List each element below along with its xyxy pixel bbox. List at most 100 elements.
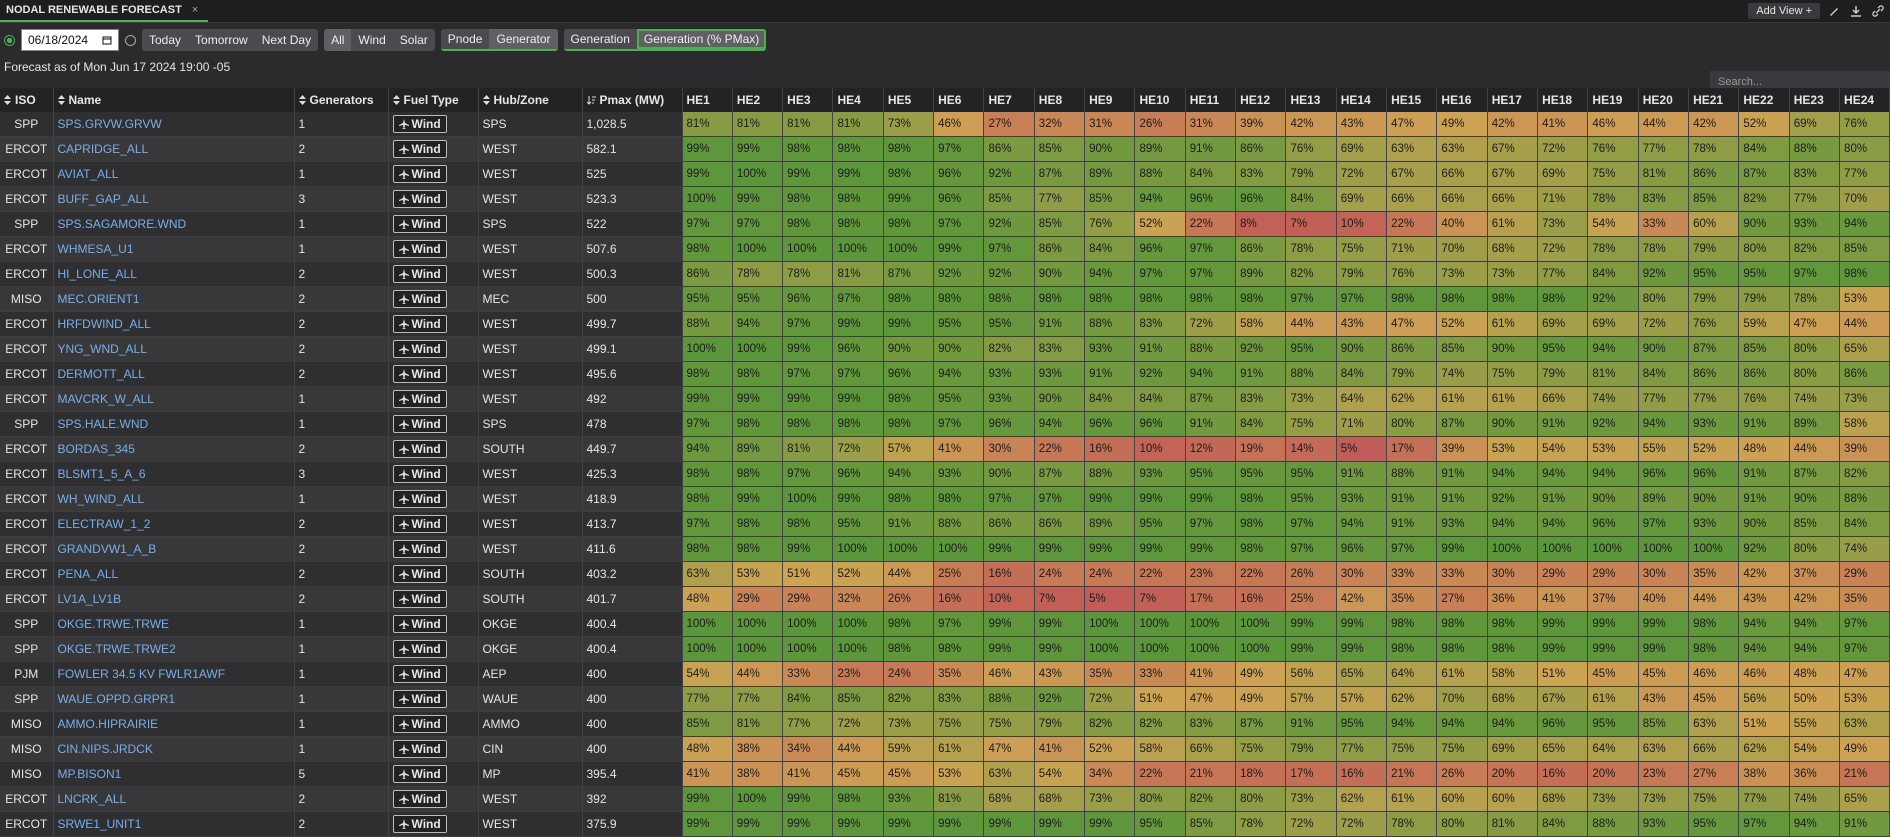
table-row[interactable]: MISO MEC.ORIENT1 2 Wind MEC 500 95% 95% 96% 97% 98… xyxy=(0,286,1890,312)
add-view-button[interactable]: Add View + xyxy=(1748,3,1820,19)
table-row[interactable]: ERCOT PENA_ALL 2 Wind SOUTH 403.2 63% 53% 51% 52%… xyxy=(0,561,1890,587)
generator-name[interactable]: AVIAT_ALL xyxy=(53,161,295,187)
generator-name[interactable]: MAVCRK_W_ALL xyxy=(53,386,295,412)
toggle-button[interactable]: Generator xyxy=(489,29,558,49)
column-header[interactable]: HE4 xyxy=(832,88,884,112)
generator-name[interactable]: PENA_ALL xyxy=(53,561,295,587)
generator-name[interactable]: HI_LONE_ALL xyxy=(53,261,295,287)
column-header[interactable]: HE12 xyxy=(1235,88,1287,112)
column-header[interactable]: Pmax (MW) xyxy=(582,88,683,112)
generator-name[interactable]: MP.BISON1 xyxy=(53,761,295,787)
column-header[interactable]: HE1 xyxy=(682,88,733,112)
table-row[interactable]: ERCOT CAPRIDGE_ALL 2 Wind WEST 582.1 99% 99% 98%… xyxy=(0,136,1890,162)
generator-name[interactable]: HRFDWIND_ALL xyxy=(53,311,295,337)
column-header[interactable]: HE22 xyxy=(1738,88,1790,112)
search-box[interactable]: Search... xyxy=(1710,71,1890,93)
table-row[interactable]: ERCOT HI_LONE_ALL 2 Wind WEST 500.3 86% 78% 78% 8… xyxy=(0,261,1890,287)
link-icon[interactable] xyxy=(1872,5,1884,17)
column-header[interactable]: HE23 xyxy=(1789,88,1841,112)
table-row[interactable]: MISO MP.BISON1 5 Wind MP 395.4 41% 38% 41% 45% 45%… xyxy=(0,761,1890,787)
generator-name[interactable]: OKGE.TRWE.TRWE2 xyxy=(53,636,295,662)
column-header[interactable]: HE21 xyxy=(1688,88,1740,112)
generator-name[interactable]: YNG_WND_ALL xyxy=(53,336,295,362)
column-header[interactable]: HE13 xyxy=(1285,88,1337,112)
generator-name[interactable]: WHMESA_U1 xyxy=(53,236,295,262)
generator-name[interactable]: ELECTRAW_1_2 xyxy=(53,511,295,537)
column-header[interactable]: HE15 xyxy=(1386,88,1438,112)
table-row[interactable]: SPP SPS.GRVW.GRVW 1 Wind SPS 1,028.5 81% 81% 81%… xyxy=(0,112,1890,137)
column-header[interactable]: HE2 xyxy=(732,88,784,112)
table-row[interactable]: MISO AMMO.HIPRAIRIE 1 Wind AMMO 400 85% 81% 77% 7… xyxy=(0,711,1890,737)
generator-name[interactable]: BORDAS_345 xyxy=(53,436,295,462)
table-row[interactable]: ERCOT YNG_WND_ALL 2 Wind WEST 499.1 100% 100% 99… xyxy=(0,336,1890,362)
toggle-button[interactable]: Wind xyxy=(358,33,386,47)
generator-name[interactable]: SPS.HALE.WND xyxy=(53,411,295,437)
generator-name[interactable]: GRANDVW1_A_B xyxy=(53,536,295,562)
generator-name[interactable]: DERMOTT_ALL xyxy=(53,361,295,387)
toggle-button[interactable]: Solar xyxy=(399,33,428,47)
date-input[interactable]: 06/18/2024 xyxy=(21,29,119,51)
column-header[interactable]: HE11 xyxy=(1185,88,1237,112)
date-radio[interactable] xyxy=(4,34,15,46)
generator-name[interactable]: CIN.NIPS.JRDCK xyxy=(53,736,295,762)
generator-name[interactable]: AMMO.HIPRAIRIE xyxy=(53,711,295,737)
generator-name[interactable]: FOWLER 34.5 KV FWLR1AWF xyxy=(53,661,295,687)
generator-name[interactable]: OKGE.TRWE.TRWE xyxy=(53,611,295,637)
toggle-button[interactable]: All xyxy=(324,29,352,51)
column-header[interactable]: HE7 xyxy=(983,88,1035,112)
generator-name[interactable]: LNCRK_ALL xyxy=(53,786,295,812)
table-row[interactable]: ERCOT WH_WIND_ALL 1 Wind WEST 418.9 98% 99% 100%… xyxy=(0,486,1890,512)
column-header[interactable]: HE20 xyxy=(1638,88,1690,112)
table-row[interactable]: SPP SPS.SAGAMORE.WND 1 Wind SPS 522 97% 97% 98% 9… xyxy=(0,211,1890,237)
generator-name[interactable]: BLSMT1_5_A_6 xyxy=(53,461,295,487)
view-tab[interactable]: NODAL RENEWABLE FORECAST × xyxy=(0,0,209,22)
table-row[interactable]: ERCOT WHMESA_U1 1 Wind WEST 507.6 98% 100% 100% 1… xyxy=(0,236,1890,262)
table-row[interactable]: ERCOT ELECTRAW_1_2 2 Wind WEST 413.7 97% 98% 98%… xyxy=(0,511,1890,537)
column-header[interactable]: Fuel Type xyxy=(388,88,479,112)
column-header[interactable]: HE18 xyxy=(1537,88,1589,112)
toggle-button[interactable]: Next Day xyxy=(261,33,312,47)
column-header[interactable]: Name xyxy=(53,88,295,112)
column-header[interactable]: HE24 xyxy=(1839,88,1890,112)
table-row[interactable]: SPP OKGE.TRWE.TRWE2 1 Wind OKGE 400.4 100% 100%… xyxy=(0,636,1890,662)
column-header[interactable]: ISO xyxy=(0,88,54,112)
table-row[interactable]: ERCOT HRFDWIND_ALL 2 Wind WEST 499.7 88% 94% 97%… xyxy=(0,311,1890,337)
column-header[interactable]: HE8 xyxy=(1034,88,1086,112)
toggle-button[interactable]: Generation (% PMax) xyxy=(636,29,767,49)
day-radio[interactable] xyxy=(125,34,136,46)
close-icon[interactable]: × xyxy=(191,4,199,16)
table-row[interactable]: ERCOT SRWE1_UNIT1 2 Wind WEST 375.9 99% 99% 99% 9… xyxy=(0,811,1890,837)
table-row[interactable]: ERCOT MAVCRK_W_ALL 1 Wind WEST 492 99% 99% 99% 99… xyxy=(0,386,1890,412)
generator-name[interactable]: SRWE1_UNIT1 xyxy=(53,811,295,837)
table-row[interactable]: ERCOT AVIAT_ALL 1 Wind WEST 525 99% 100% 99% 99% 9… xyxy=(0,161,1890,187)
toggle-button[interactable]: Generation xyxy=(570,32,630,46)
toggle-button[interactable]: Pnode xyxy=(447,32,483,46)
column-header[interactable]: HE9 xyxy=(1084,88,1136,112)
table-row[interactable]: SPP WAUE.OPPD.GRPR1 1 Wind WAUE 400 77% 77% 84% 8… xyxy=(0,686,1890,712)
table-row[interactable]: ERCOT LNCRK_ALL 2 Wind WEST 392 99% 100% 99% 98% 9… xyxy=(0,786,1890,812)
column-header[interactable]: HE16 xyxy=(1436,88,1488,112)
generator-name[interactable]: SPS.GRVW.GRVW xyxy=(53,112,295,137)
column-header[interactable]: HE19 xyxy=(1587,88,1639,112)
column-header[interactable]: HE10 xyxy=(1134,88,1186,112)
table-row[interactable]: ERCOT BUFF_GAP_ALL 3 Wind WEST 523.3 100% 99% 98… xyxy=(0,186,1890,212)
generator-name[interactable]: WAUE.OPPD.GRPR1 xyxy=(53,686,295,712)
download-icon[interactable] xyxy=(1850,5,1862,17)
column-header[interactable]: HE5 xyxy=(883,88,935,112)
generator-name[interactable]: SPS.SAGAMORE.WND xyxy=(53,211,295,237)
column-header[interactable]: Hub/Zone xyxy=(478,88,583,112)
table-row[interactable]: ERCOT BLSMT1_5_A_6 3 Wind WEST 425.3 98% 98% 97%… xyxy=(0,461,1890,487)
column-header[interactable]: HE3 xyxy=(782,88,834,112)
table-row[interactable]: ERCOT GRANDVW1_A_B 2 Wind WEST 411.6 98% 98% 99%… xyxy=(0,536,1890,562)
generator-name[interactable]: CAPRIDGE_ALL xyxy=(53,136,295,162)
table-row[interactable]: MISO CIN.NIPS.JRDCK 1 Wind CIN 400 48% 38% 34% 44… xyxy=(0,736,1890,762)
column-header[interactable]: HE6 xyxy=(933,88,985,112)
generator-name[interactable]: MEC.ORIENT1 xyxy=(53,286,295,312)
edit-icon[interactable] xyxy=(1828,5,1840,17)
toggle-button[interactable]: Tomorrow xyxy=(195,33,248,47)
table-row[interactable]: SPP SPS.HALE.WND 1 Wind SPS 478 97% 98% 98% 98% 98… xyxy=(0,411,1890,437)
generator-name[interactable]: LV1A_LV1B xyxy=(53,586,295,612)
generator-name[interactable]: WH_WIND_ALL xyxy=(53,486,295,512)
table-row[interactable]: ERCOT LV1A_LV1B 2 Wind SOUTH 401.7 48% 29% 29% 32… xyxy=(0,586,1890,612)
table-row[interactable]: SPP OKGE.TRWE.TRWE 1 Wind OKGE 400.4 100% 100% 1… xyxy=(0,611,1890,637)
